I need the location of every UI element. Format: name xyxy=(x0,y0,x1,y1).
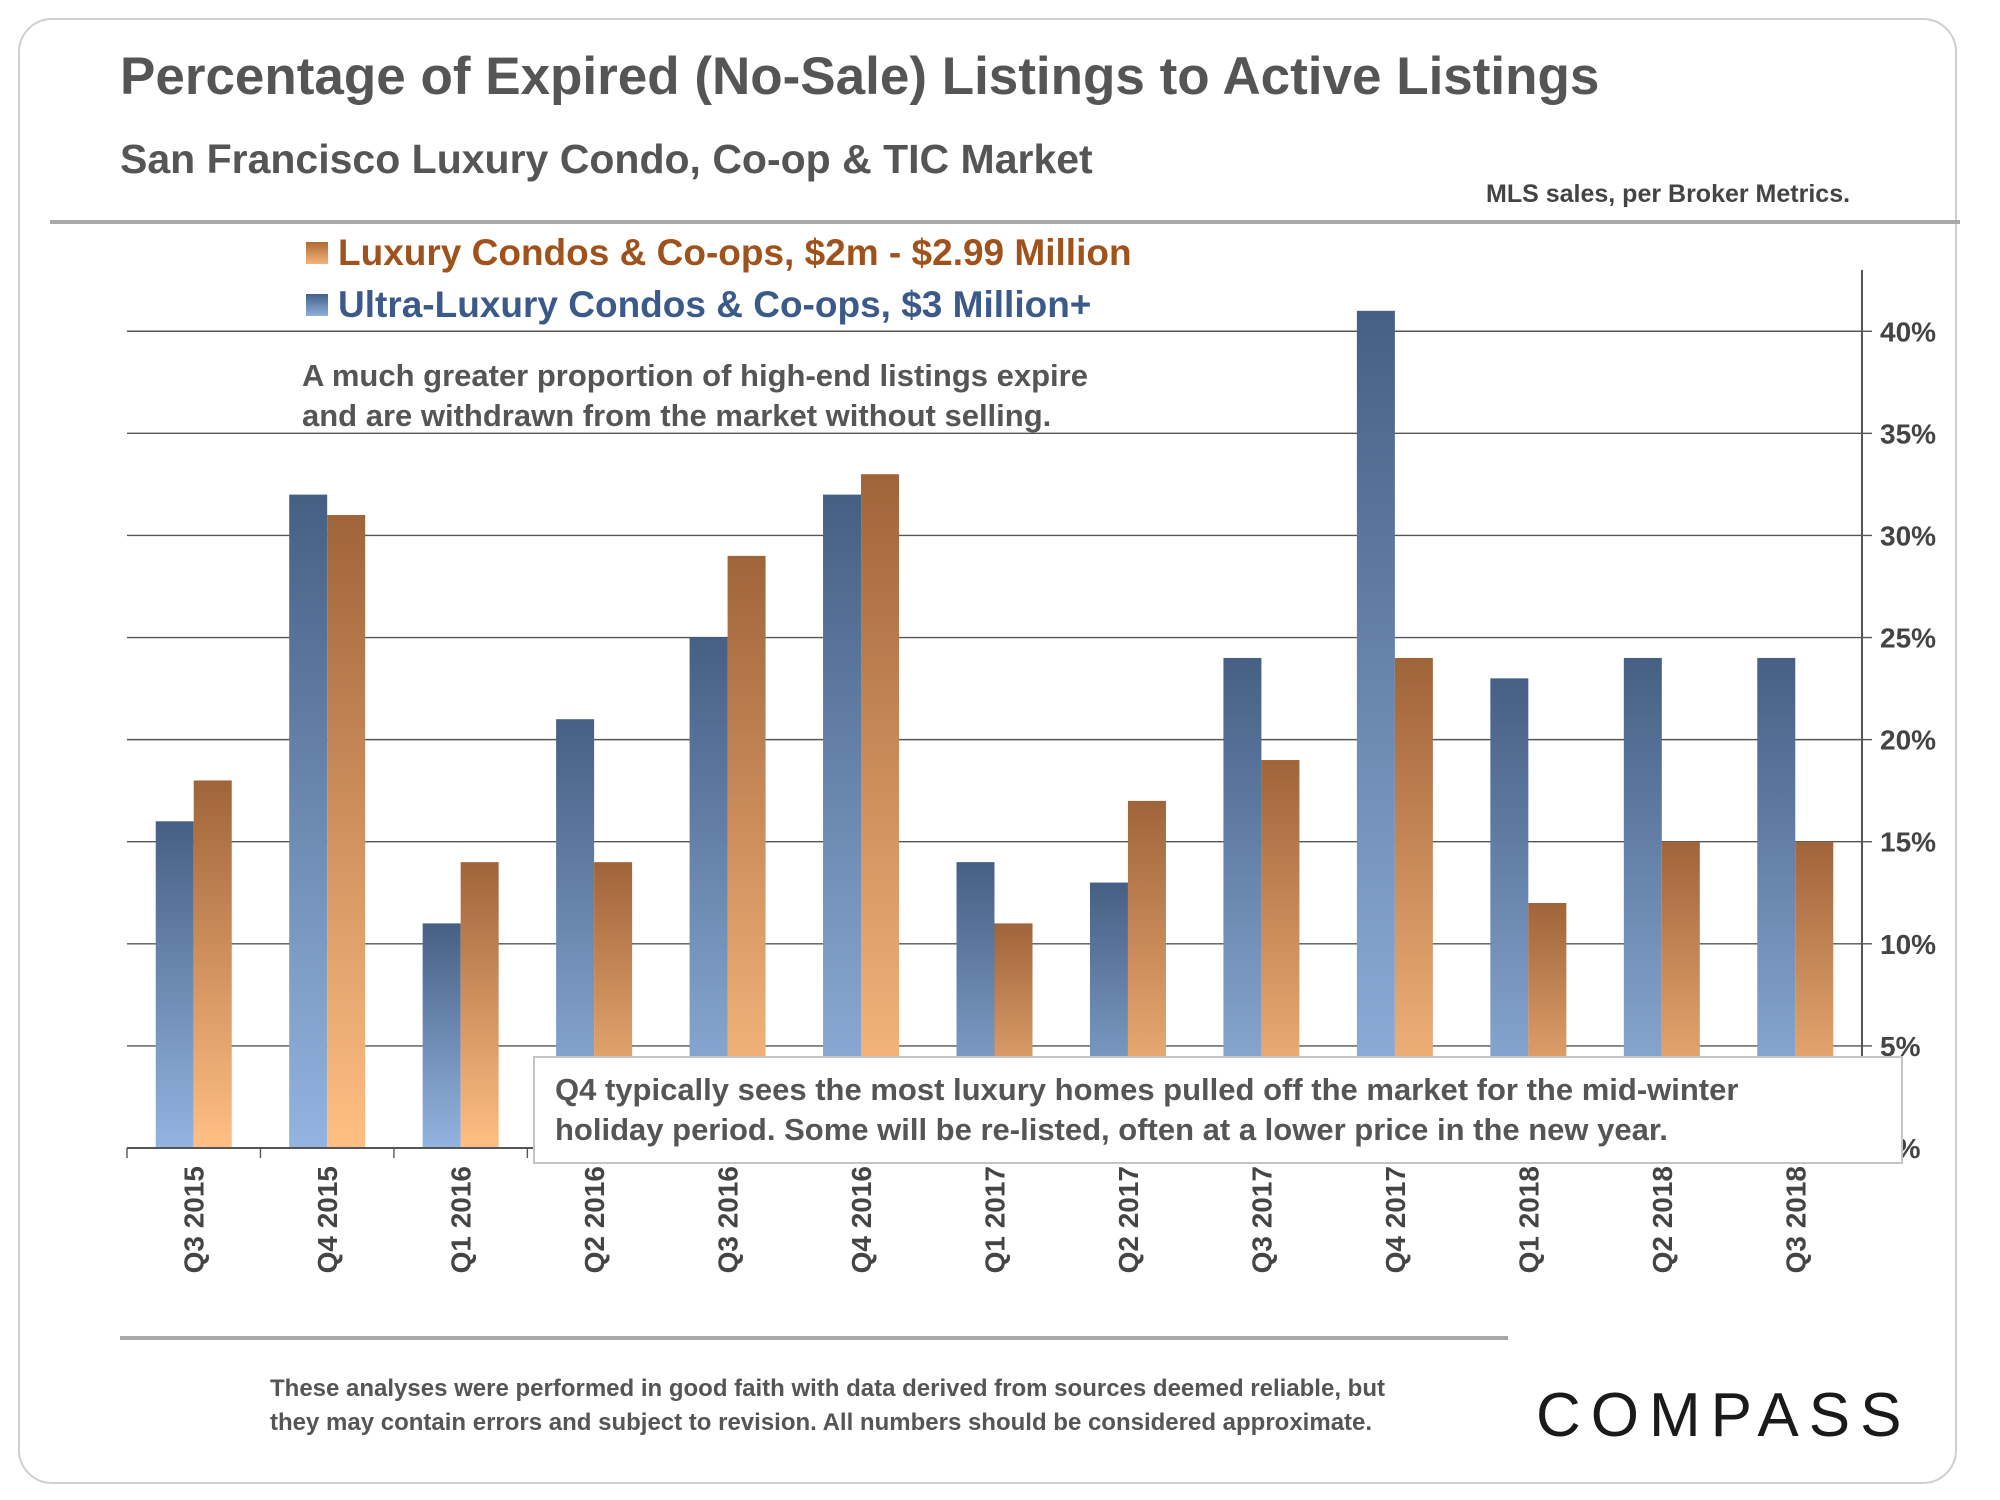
bar-luxury-q4-2015 xyxy=(327,515,366,1148)
annotation-line: Q4 typically sees the most luxury homes … xyxy=(555,1072,1739,1107)
chart-title: Percentage of Expired (No-Sale) Listings… xyxy=(120,47,1600,106)
y-tick-label: 15% xyxy=(1880,827,1936,858)
y-tick-label: 25% xyxy=(1880,623,1936,654)
legend-item-ultra-luxury: Ultra-Luxury Condos & Co-ops, $3 Million… xyxy=(306,282,1091,328)
x-tick-label: Q2 2018 xyxy=(1647,1166,1678,1273)
disclaimer-line: they may contain errors and subject to r… xyxy=(270,1409,1373,1436)
x-tick-label: Q4 2015 xyxy=(312,1166,343,1273)
x-tick-label: Q4 2016 xyxy=(846,1166,877,1273)
bars xyxy=(155,310,1834,1149)
legend-label-luxury: Luxury Condos & Co-ops, $2m - $2.99 Mill… xyxy=(338,232,1132,273)
gridlines xyxy=(127,330,1872,1149)
annotation-q4-box: Q4 typically sees the most luxury homes … xyxy=(533,1056,1903,1164)
x-tick-label: Q1 2016 xyxy=(446,1166,477,1273)
annotation-line: holiday period. Some will be re-listed, … xyxy=(555,1112,1668,1147)
y-tick-label: 30% xyxy=(1880,520,1936,551)
x-tick-label: Q2 2017 xyxy=(1113,1166,1144,1273)
y-tick-label: 40% xyxy=(1880,316,1936,347)
bottom-divider xyxy=(120,1336,1508,1340)
y-tick-label: 35% xyxy=(1880,418,1936,449)
y-tick-label: 20% xyxy=(1880,725,1936,756)
x-tick-label: Q2 2016 xyxy=(579,1166,610,1273)
x-tick-label: Q1 2018 xyxy=(1513,1166,1544,1273)
bar-ultra-luxury-q3-2015 xyxy=(155,821,194,1148)
x-tick-label: Q4 2017 xyxy=(1380,1166,1411,1273)
x-tick-label: Q3 2016 xyxy=(713,1166,744,1273)
bar-luxury-q3-2015 xyxy=(193,780,232,1148)
bar-ultra-luxury-q1-2016 xyxy=(422,923,461,1148)
bar-ultra-luxury-q4-2015 xyxy=(289,494,328,1149)
chart-subtitle: San Francisco Luxury Condo, Co-op & TIC … xyxy=(120,136,1093,182)
legend-swatch-ultra-luxury xyxy=(306,294,328,316)
bar-ultra-luxury-q4-2016 xyxy=(823,494,862,1149)
legend-item-luxury: Luxury Condos & Co-ops, $2m - $2.99 Mill… xyxy=(306,230,1132,276)
y-tick-label: 10% xyxy=(1880,929,1936,960)
compass-logo: COMPASS xyxy=(1536,1381,1912,1450)
x-tick-label: Q3 2018 xyxy=(1780,1166,1811,1273)
disclaimer-line: These analyses were performed in good fa… xyxy=(270,1375,1385,1402)
legend-swatch-luxury xyxy=(306,242,328,264)
annotation-line: A much greater proportion of high-end li… xyxy=(302,358,1088,393)
top-divider xyxy=(50,220,1960,224)
x-tick-label: Q3 2015 xyxy=(179,1166,210,1273)
bar-luxury-q1-2016 xyxy=(460,862,499,1148)
bar-luxury-q3-2016 xyxy=(727,555,766,1148)
source-note: MLS sales, per Broker Metrics. xyxy=(1486,180,1851,208)
annotation-line: and are withdrawn from the market withou… xyxy=(302,398,1052,433)
annotation-high-end-expire: A much greater proportion of high-end li… xyxy=(302,356,1088,436)
bar-luxury-q4-2016 xyxy=(861,474,900,1148)
x-tick-label: Q1 2017 xyxy=(980,1166,1011,1273)
disclaimer: These analyses were performed in good fa… xyxy=(270,1372,1385,1440)
legend-label-ultra-luxury: Ultra-Luxury Condos & Co-ops, $3 Million… xyxy=(338,284,1092,325)
x-tick-label: Q3 2017 xyxy=(1246,1166,1277,1273)
bar-ultra-luxury-q4-2017 xyxy=(1356,310,1395,1148)
